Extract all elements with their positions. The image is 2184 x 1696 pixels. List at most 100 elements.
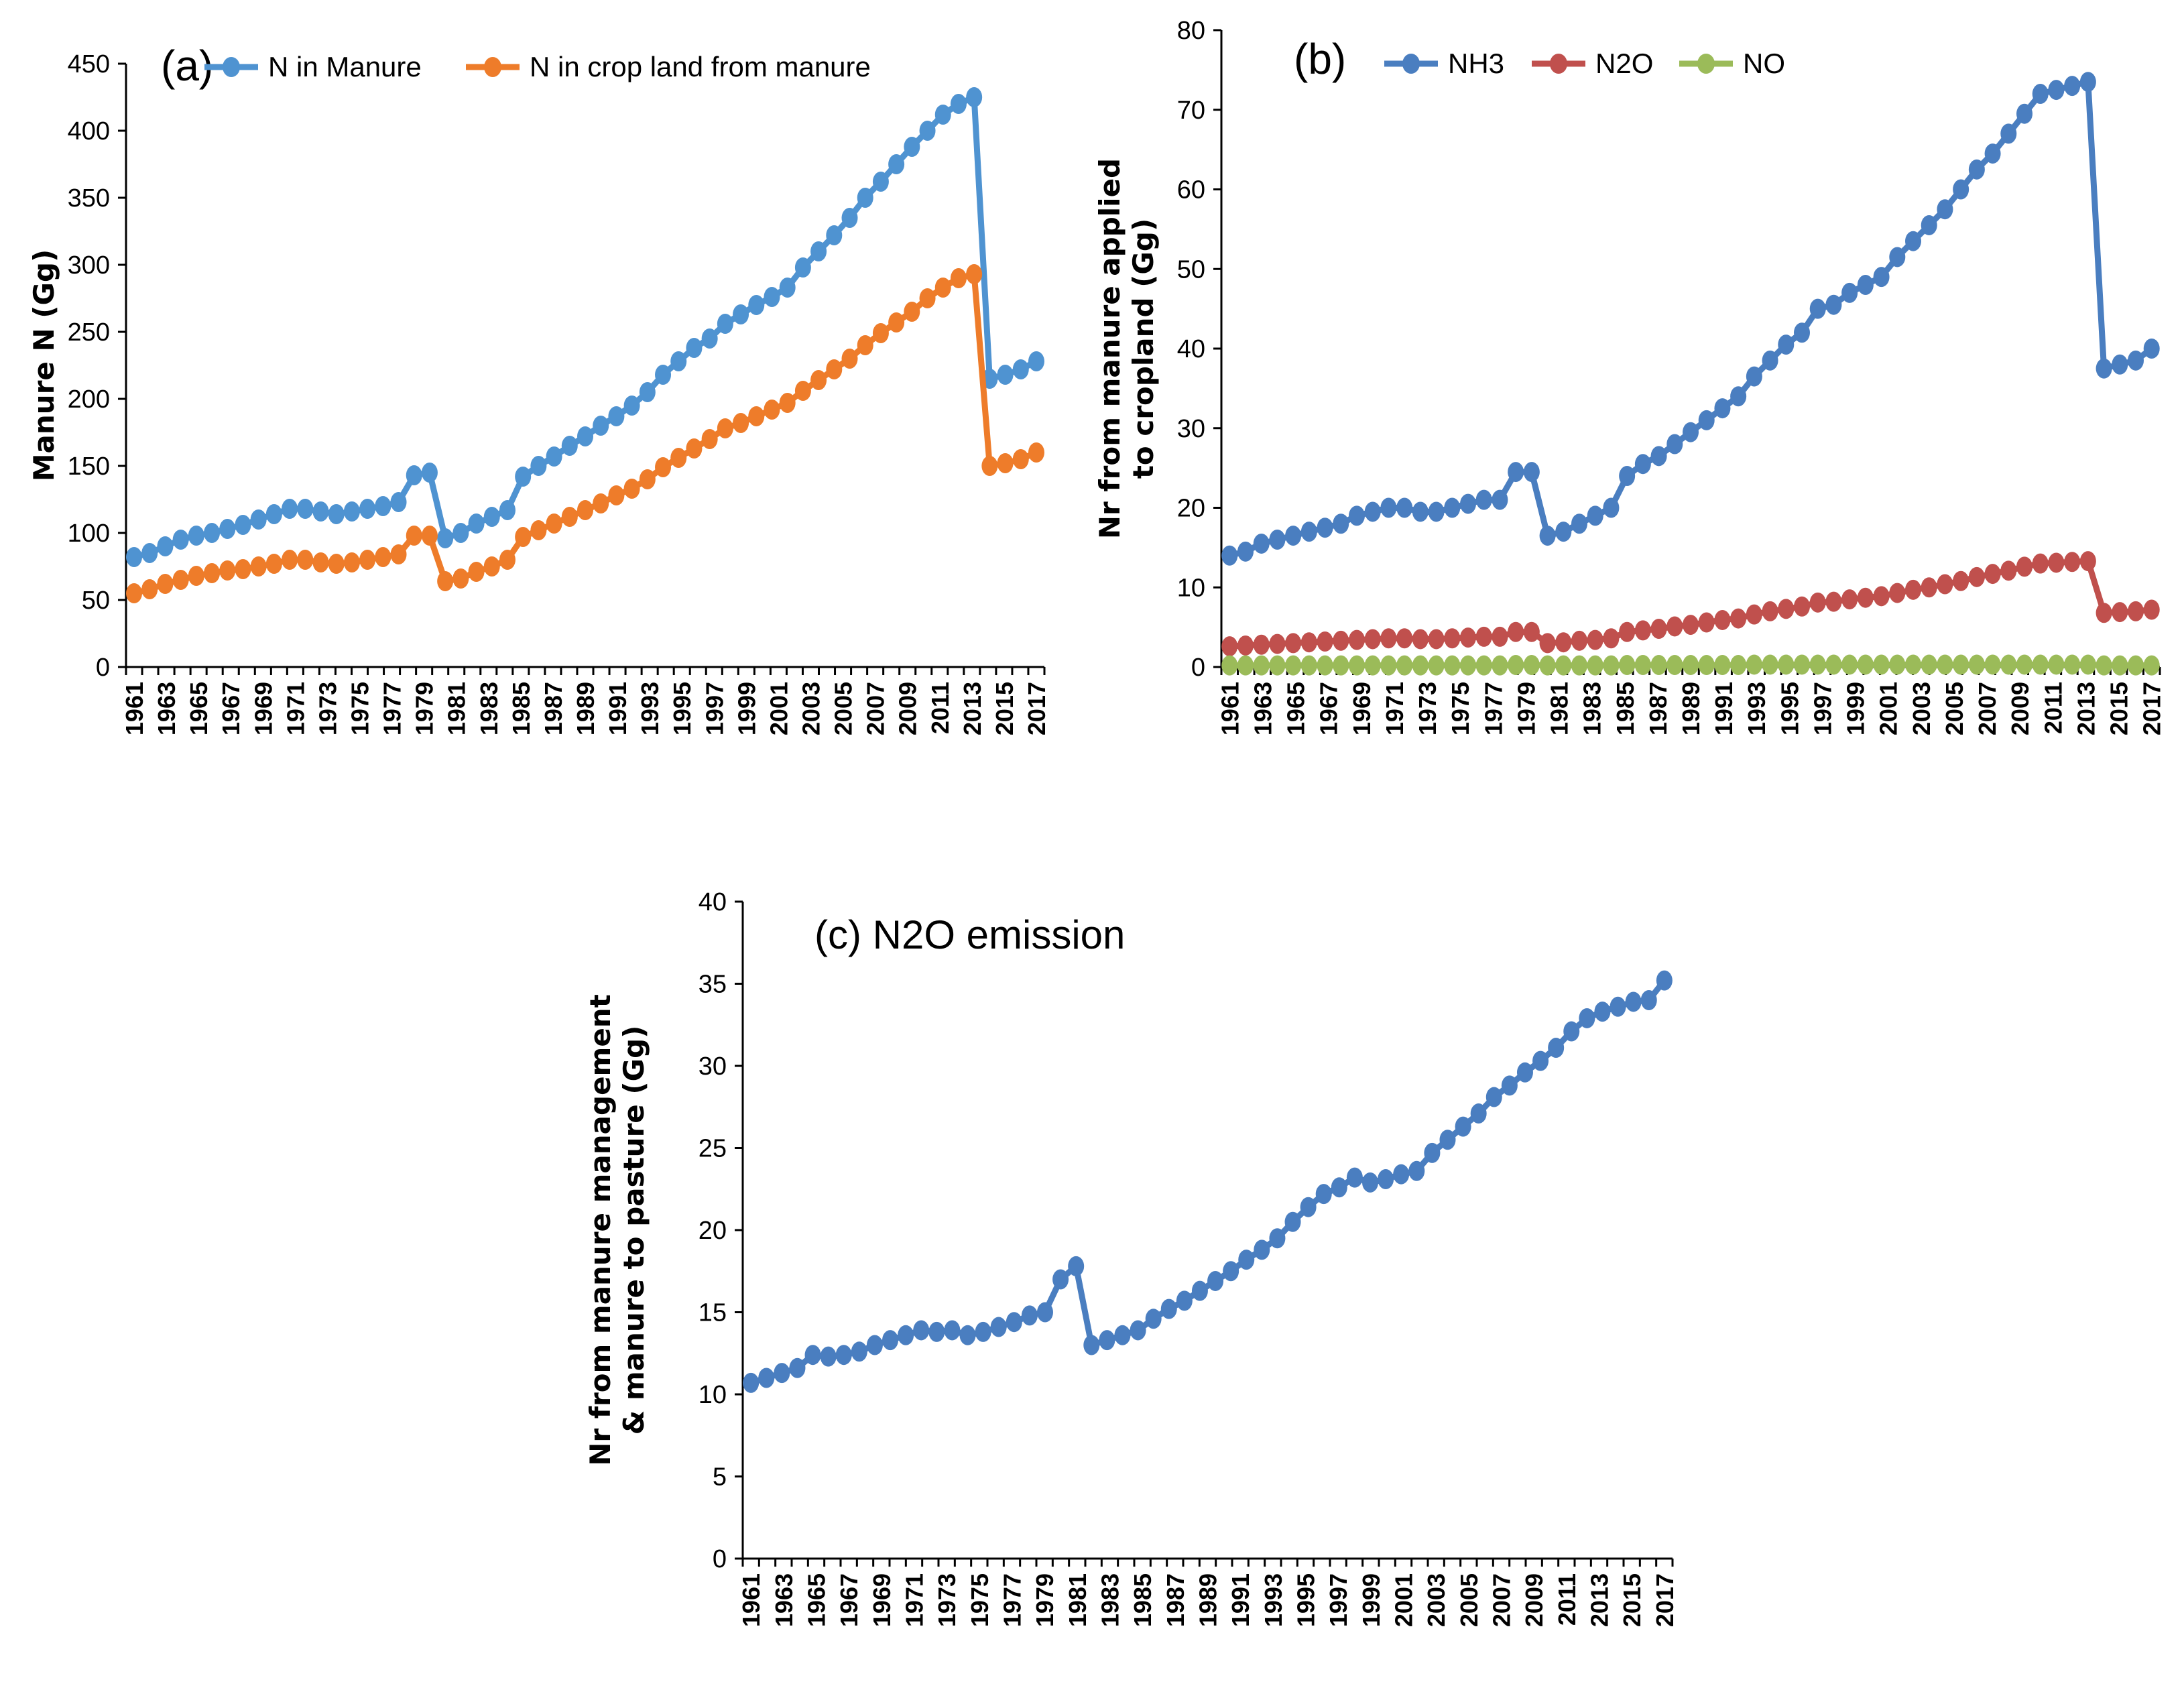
data-point xyxy=(1207,1270,1224,1291)
x-tick-label: 2001 xyxy=(1390,1573,1418,1627)
data-point xyxy=(1683,422,1699,442)
data-point xyxy=(1412,629,1429,650)
data-point xyxy=(1508,462,1524,483)
x-tick-label: 1983 xyxy=(475,682,503,735)
data-point xyxy=(1762,654,1778,675)
series-line xyxy=(749,978,1667,1386)
data-point xyxy=(593,416,609,436)
data-point xyxy=(1285,655,1302,676)
y-tick-label: 0 xyxy=(713,1545,727,1573)
data-point xyxy=(1380,497,1397,518)
data-point xyxy=(1619,466,1636,486)
data-point xyxy=(1539,526,1556,546)
data-point xyxy=(764,400,780,420)
data-point xyxy=(1778,654,1795,675)
y-tick-label: 40 xyxy=(1177,335,1205,363)
x-tick-label: 2017 xyxy=(1023,682,1050,735)
data-point xyxy=(1315,1184,1332,1205)
data-point xyxy=(1346,1167,1363,1188)
data-point xyxy=(390,544,407,564)
data-point xyxy=(1300,522,1317,542)
data-point xyxy=(1348,629,1365,650)
data-point xyxy=(655,365,672,385)
data-point xyxy=(406,465,422,485)
x-tick-label: 1993 xyxy=(1260,1573,1287,1627)
data-point xyxy=(1223,1261,1239,1282)
data-point xyxy=(1408,1160,1425,1181)
y-tick-label: 50 xyxy=(1177,255,1205,284)
data-point xyxy=(1825,294,1842,315)
x-tick-label: 1997 xyxy=(1325,1573,1352,1627)
data-point xyxy=(1603,497,1620,518)
data-point xyxy=(1237,541,1254,562)
y-axis-label: & manure to pasture (Gg) xyxy=(617,1026,650,1435)
data-point xyxy=(1021,1305,1038,1326)
x-tick-label: 1997 xyxy=(1809,682,1836,735)
y-tick-label: 100 xyxy=(68,520,110,548)
x-tick-label: 1963 xyxy=(1249,682,1276,735)
data-point xyxy=(758,1368,775,1388)
data-point xyxy=(468,513,485,534)
x-tick-label: 2007 xyxy=(862,682,890,735)
x-tick-label: 2003 xyxy=(1422,1573,1450,1627)
data-point xyxy=(157,536,174,556)
x-tick-label: 1973 xyxy=(1414,682,1441,735)
data-point xyxy=(1921,577,1937,598)
data-point xyxy=(1333,513,1349,534)
data-point xyxy=(872,323,889,343)
data-point xyxy=(686,338,703,358)
data-point xyxy=(1841,654,1858,675)
data-point xyxy=(997,365,1014,385)
data-point xyxy=(593,493,609,513)
data-point xyxy=(2096,603,2112,623)
data-point xyxy=(390,492,407,512)
data-point xyxy=(1475,489,1492,510)
data-point xyxy=(639,382,656,402)
data-point xyxy=(328,554,345,574)
data-point xyxy=(483,507,500,527)
data-point xyxy=(882,1330,899,1351)
data-point xyxy=(1571,513,1587,534)
x-tick-label: 1969 xyxy=(1348,682,1376,735)
data-point xyxy=(297,499,314,519)
x-tick-label: 1989 xyxy=(1195,1573,1222,1627)
data-point xyxy=(1331,1177,1347,1198)
data-point xyxy=(1825,654,1842,675)
data-point xyxy=(1594,1002,1611,1022)
data-point xyxy=(1485,1087,1502,1107)
data-point xyxy=(1953,570,1969,591)
data-point xyxy=(1698,410,1715,430)
x-tick-label: 1995 xyxy=(1292,1573,1320,1627)
data-point xyxy=(1809,592,1826,613)
data-point xyxy=(359,550,376,570)
data-point xyxy=(1921,654,1937,675)
data-point xyxy=(1650,446,1667,467)
data-point xyxy=(1548,1038,1565,1058)
data-point xyxy=(1746,366,1762,387)
data-point xyxy=(1348,655,1365,676)
series-n2o xyxy=(1221,551,2160,657)
data-point xyxy=(2064,76,2081,97)
x-tick-label: 1989 xyxy=(572,682,599,735)
data-point xyxy=(997,453,1014,473)
data-point xyxy=(530,456,547,476)
data-point xyxy=(872,172,889,192)
x-tick-label: 1965 xyxy=(1282,682,1310,735)
series-nh3 xyxy=(1221,72,2160,566)
data-point xyxy=(794,381,811,401)
x-tick-label: 2013 xyxy=(959,682,986,735)
data-point xyxy=(1459,493,1476,514)
x-tick-label: 1967 xyxy=(217,682,245,735)
data-point xyxy=(2032,84,2049,104)
panel-label: (b) xyxy=(1294,35,1346,83)
data-point xyxy=(515,527,532,547)
data-point xyxy=(717,314,733,334)
data-point xyxy=(1221,655,1238,676)
data-point xyxy=(312,501,329,522)
y-tick-label: 250 xyxy=(68,318,110,347)
data-point xyxy=(2000,654,2017,675)
x-tick-label: 1995 xyxy=(1776,682,1803,735)
data-point xyxy=(1625,991,1642,1012)
data-point xyxy=(655,457,672,477)
legend-marker xyxy=(223,57,240,77)
